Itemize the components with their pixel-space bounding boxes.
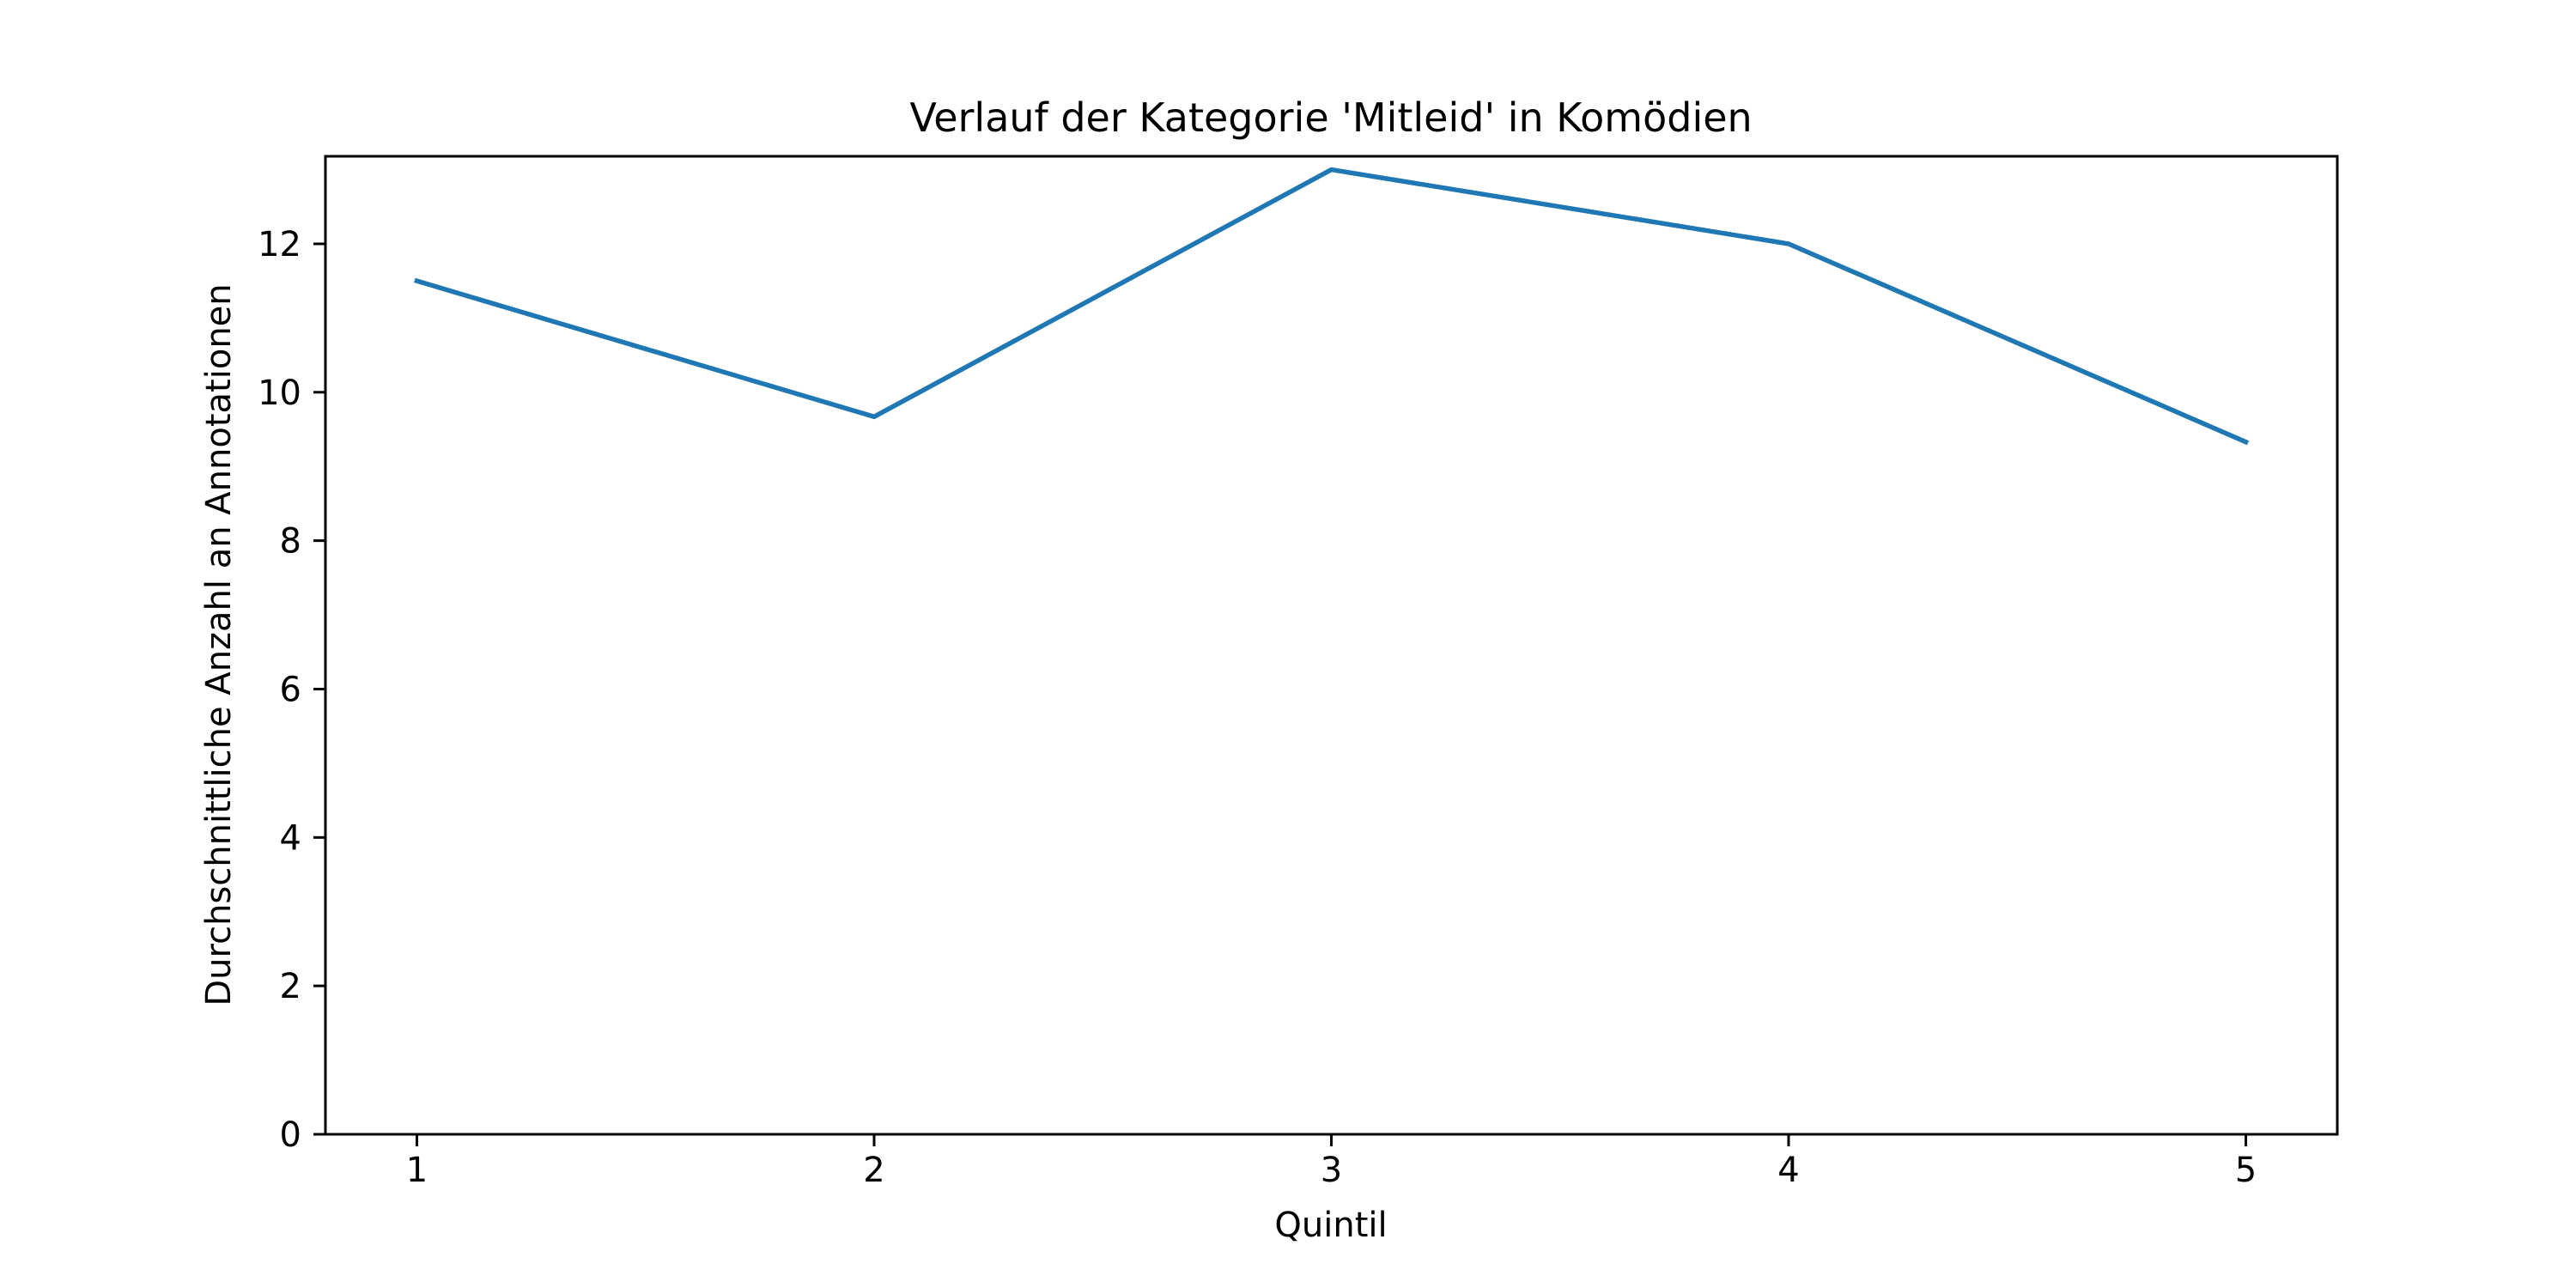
- x-tick-label: 4: [1777, 1151, 1799, 1190]
- y-tick-label: 2: [280, 967, 301, 1006]
- y-tick-label: 10: [258, 374, 301, 413]
- y-axis-ticks: 0 2 4 6 8 10 12: [258, 225, 325, 1155]
- y-axis-label: Durchschnittliche Anzahl an Annotationen: [199, 283, 239, 1005]
- y-tick-label: 8: [280, 522, 301, 562]
- y-tick-label: 4: [280, 818, 301, 858]
- x-axis-ticks: 1 2 3 4 5: [406, 1134, 2257, 1190]
- series-layer: [414, 167, 2250, 446]
- x-tick-label: 2: [863, 1151, 884, 1190]
- x-tick-label: 1: [406, 1151, 428, 1190]
- y-tick-label: 0: [280, 1115, 301, 1155]
- axes-frame: [324, 155, 2339, 1136]
- x-axis-label: Quintil: [1274, 1206, 1387, 1245]
- x-tick-label: 5: [2235, 1151, 2257, 1190]
- y-tick-label: 12: [258, 225, 301, 264]
- chart-title: Verlauf der Kategorie 'Mitleid' in Komöd…: [909, 94, 1752, 141]
- x-tick-label: 3: [1321, 1151, 1342, 1190]
- y-tick-label: 6: [280, 670, 301, 709]
